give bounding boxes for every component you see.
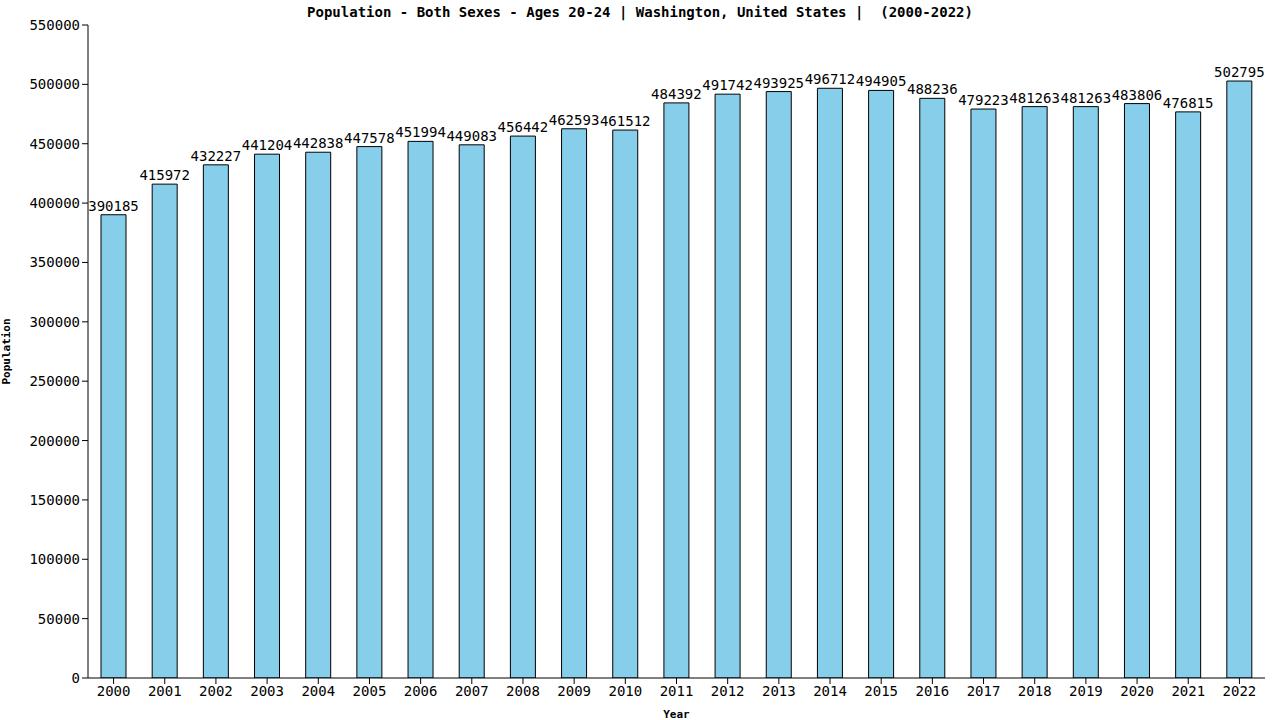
svg-text:481263: 481263 bbox=[1009, 90, 1060, 106]
svg-text:494905: 494905 bbox=[856, 73, 907, 89]
svg-text:462593: 462593 bbox=[549, 112, 600, 128]
svg-text:350000: 350000 bbox=[29, 254, 80, 270]
svg-text:432227: 432227 bbox=[191, 148, 242, 164]
svg-text:502795: 502795 bbox=[1214, 64, 1265, 80]
svg-text:488236: 488236 bbox=[907, 81, 958, 97]
svg-text:479223: 479223 bbox=[958, 92, 1009, 108]
svg-text:2012: 2012 bbox=[711, 683, 745, 699]
svg-text:2011: 2011 bbox=[660, 683, 694, 699]
svg-text:481263: 481263 bbox=[1061, 90, 1112, 106]
svg-text:400000: 400000 bbox=[29, 195, 80, 211]
svg-text:2004: 2004 bbox=[301, 683, 335, 699]
svg-text:0: 0 bbox=[72, 670, 80, 686]
svg-text:2015: 2015 bbox=[864, 683, 898, 699]
svg-text:496712: 496712 bbox=[805, 71, 856, 87]
svg-text:2006: 2006 bbox=[404, 683, 438, 699]
svg-text:250000: 250000 bbox=[29, 373, 80, 389]
svg-text:150000: 150000 bbox=[29, 492, 80, 508]
svg-text:450000: 450000 bbox=[29, 136, 80, 152]
svg-text:449083: 449083 bbox=[446, 128, 497, 144]
svg-text:300000: 300000 bbox=[29, 314, 80, 330]
svg-text:2016: 2016 bbox=[916, 683, 950, 699]
svg-text:2008: 2008 bbox=[506, 683, 540, 699]
svg-text:2017: 2017 bbox=[967, 683, 1001, 699]
svg-text:2005: 2005 bbox=[353, 683, 387, 699]
svg-text:451994: 451994 bbox=[395, 124, 446, 140]
svg-text:415972: 415972 bbox=[139, 167, 190, 183]
svg-text:Population: Population bbox=[8, 318, 13, 384]
svg-text:491742: 491742 bbox=[702, 77, 753, 93]
html-text:Population - Both Sexes - Ages: Population - Both Sexes - Ages 20-24 | W… bbox=[307, 4, 973, 20]
svg-text:456442: 456442 bbox=[498, 119, 549, 135]
svg-text:100000: 100000 bbox=[29, 551, 80, 567]
svg-text:Year: Year bbox=[663, 708, 690, 720]
svg-text:441204: 441204 bbox=[242, 137, 293, 153]
svg-text:2019: 2019 bbox=[1069, 683, 1103, 699]
svg-text:2022: 2022 bbox=[1223, 683, 1257, 699]
svg-text:2021: 2021 bbox=[1171, 683, 1205, 699]
svg-text:2009: 2009 bbox=[557, 683, 591, 699]
svg-text:447578: 447578 bbox=[344, 130, 395, 146]
svg-text:484392: 484392 bbox=[651, 86, 702, 102]
svg-text:483806: 483806 bbox=[1112, 87, 1163, 103]
svg-text:2002: 2002 bbox=[199, 683, 233, 699]
svg-text:476815: 476815 bbox=[1163, 95, 1214, 111]
svg-text:50000: 50000 bbox=[38, 611, 80, 627]
svg-text:2018: 2018 bbox=[1018, 683, 1052, 699]
svg-text:500000: 500000 bbox=[29, 76, 80, 92]
svg-text:442838: 442838 bbox=[293, 135, 344, 151]
svg-text:2001: 2001 bbox=[148, 683, 182, 699]
svg-text:2013: 2013 bbox=[762, 683, 796, 699]
svg-text:2014: 2014 bbox=[813, 683, 847, 699]
svg-text:390185: 390185 bbox=[88, 198, 139, 214]
svg-text:2000: 2000 bbox=[97, 683, 131, 699]
svg-text:550000: 550000 bbox=[29, 17, 80, 33]
svg-text:2020: 2020 bbox=[1120, 683, 1154, 699]
svg-text:2010: 2010 bbox=[608, 683, 642, 699]
svg-text:493925: 493925 bbox=[753, 75, 804, 91]
svg-text:2007: 2007 bbox=[455, 683, 489, 699]
svg-text:2003: 2003 bbox=[250, 683, 284, 699]
svg-text:200000: 200000 bbox=[29, 433, 80, 449]
svg-text:461512: 461512 bbox=[600, 113, 651, 129]
